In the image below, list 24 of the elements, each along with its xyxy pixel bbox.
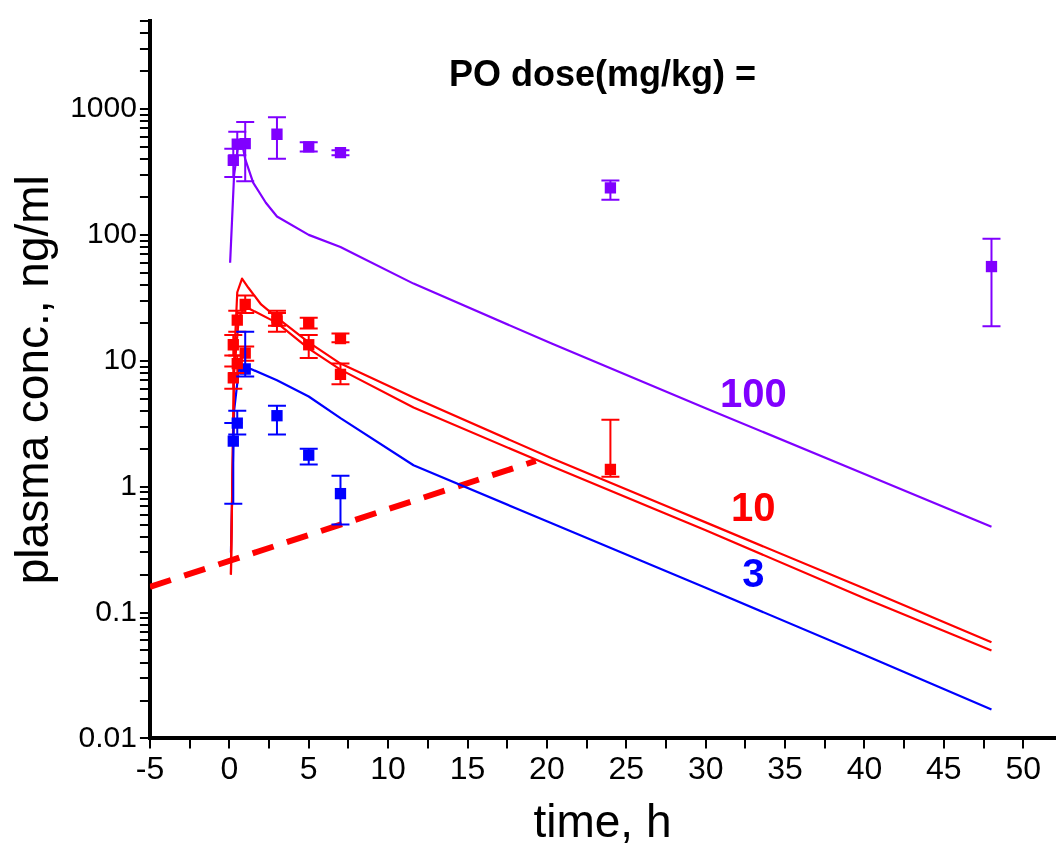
x-tick-label: 25 xyxy=(608,750,645,787)
x-tick-label: 45 xyxy=(926,750,962,787)
x-tick-label: 5 xyxy=(299,750,318,787)
y-tick-label: 0.01 xyxy=(78,719,137,753)
y-tick-label: 1 xyxy=(120,467,137,501)
x-tick-label: 15 xyxy=(449,750,486,787)
y-axis-title: plasma conc., ng/ml xyxy=(6,175,59,585)
x-tick-label: 0 xyxy=(220,750,239,787)
x-tick-label: 20 xyxy=(529,750,565,787)
x-tick-label: 40 xyxy=(846,750,883,787)
x-tick-label: -5 xyxy=(135,750,165,787)
x-tick-label: 50 xyxy=(1005,750,1042,787)
x-tick-label: 30 xyxy=(687,750,724,787)
series-label: 100 xyxy=(719,370,787,415)
y-tick-label: 0.1 xyxy=(95,593,137,627)
series-label: 3 xyxy=(742,551,765,596)
series-label: 10 xyxy=(731,485,776,530)
annotation: PO dose(mg/kg) = xyxy=(448,52,756,94)
x-tick-label: 35 xyxy=(767,750,803,787)
x-tick-label: 10 xyxy=(370,750,406,787)
y-tick-label: 1000 xyxy=(70,90,137,124)
x-axis-title: time, h xyxy=(533,795,672,848)
y-tick-label: 10 xyxy=(103,342,137,376)
y-tick-label: 100 xyxy=(86,216,137,250)
